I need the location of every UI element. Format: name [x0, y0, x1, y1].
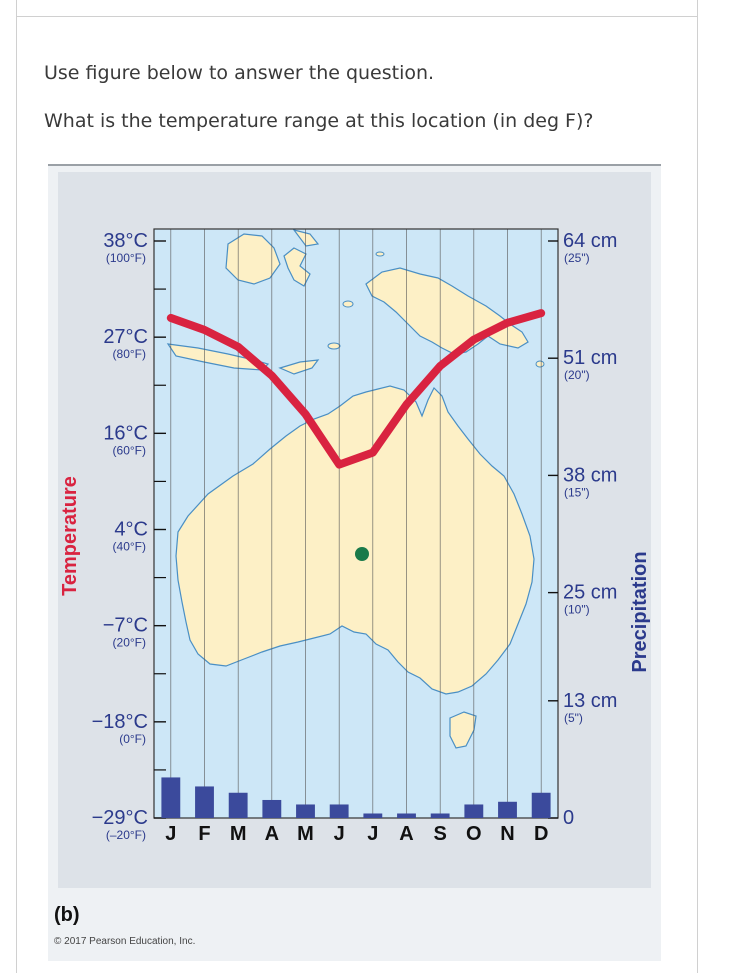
small-island — [342, 300, 354, 308]
precipitation-bars — [161, 777, 551, 818]
month-label: J — [165, 823, 176, 845]
map-area — [154, 229, 558, 818]
precipitation-bar — [531, 792, 551, 818]
small-island — [327, 342, 341, 350]
temperature-tick-label-c: −29°C — [92, 807, 148, 829]
month-label: A — [265, 823, 279, 845]
temperature-tick-label-c: −18°C — [92, 711, 148, 733]
precipitation-bar — [296, 804, 315, 818]
temperature-axis-title: Temperature — [59, 476, 81, 596]
map-border — [153, 228, 559, 819]
precipitation-tick-label-in: (10") — [564, 603, 590, 617]
card-top-border — [16, 16, 697, 17]
precipitation-bar — [430, 813, 450, 818]
month-label: N — [500, 823, 514, 845]
month-label: O — [466, 823, 482, 845]
temperature-tick-label-f: (80°F) — [113, 347, 146, 361]
precipitation-bar — [363, 813, 383, 818]
temperature-tick-label-f: (60°F) — [113, 443, 146, 457]
precipitation-bar — [195, 786, 214, 818]
month-label: J — [367, 823, 378, 845]
temperature-tick-label-f: (20°F) — [113, 636, 146, 650]
month-label: D — [534, 823, 548, 845]
precipitation-tick-label-cm: 38 cm — [563, 464, 617, 486]
month-label: M — [297, 823, 314, 845]
precipitation-tick-label-cm: 51 cm — [563, 347, 617, 369]
precipitation-tick-label-cm: 0 — [563, 807, 574, 829]
question-instruction: Use figure below to answer the question. — [44, 62, 435, 84]
panel-label: (b) — [54, 904, 80, 926]
precipitation-bar — [464, 804, 484, 818]
month-label: M — [230, 823, 247, 845]
precipitation-bar — [228, 792, 248, 818]
month-label: F — [198, 823, 210, 845]
sulawesi-island — [283, 247, 311, 287]
temperature-tick-label-f: (–20°F) — [106, 828, 146, 842]
month-label: A — [399, 823, 413, 845]
precipitation-bar — [262, 799, 282, 818]
small-island — [535, 360, 545, 368]
precipitation-bar — [161, 777, 181, 818]
temperature-tick-label-c: 27°C — [103, 326, 148, 348]
precipitation-tick-label-in: (5") — [564, 711, 583, 725]
precipitation-bar — [397, 813, 416, 818]
temperature-tick-label-c: 38°C — [103, 230, 148, 252]
month-label: S — [433, 823, 446, 845]
philippines-island — [292, 229, 320, 247]
climograph-figure: 38°C (100°F) 27°C (80°F) 16°C (60°F) 4°C (40°F)… — [48, 164, 661, 961]
temperature-tick-label-c: 16°C — [103, 422, 148, 444]
figure-top-edge — [48, 164, 661, 166]
precipitation-tick-label-cm: 64 cm — [563, 230, 617, 252]
precipitation-axis-title: Precipitation — [629, 551, 651, 672]
australia-landmass — [175, 385, 535, 695]
precipitation-bar — [498, 801, 517, 818]
month-label: J — [334, 823, 345, 845]
temperature-tick-label-f: (0°F) — [119, 732, 146, 746]
climograph-chart: 38°C(100°F) 27°C(80°F) 16°C(60°F) 4°C(40°F)… — [48, 164, 661, 961]
temperature-tick-label-f: (100°F) — [106, 251, 146, 265]
timor-island — [278, 359, 320, 375]
precipitation-tick-label-in: (25") — [564, 251, 590, 265]
precipitation-tick-label-in: (20") — [564, 368, 590, 382]
station-dot — [355, 547, 369, 561]
precipitation-tick-label-cm: 25 cm — [563, 582, 617, 604]
small-island — [375, 251, 385, 257]
precipitation-tick-label-in: (15") — [564, 485, 590, 499]
precipitation-tick-label-cm: 13 cm — [563, 690, 617, 712]
precipitation-axis: 64 cm(25") 51 cm(20") 38 cm(15") 25 cm(10")… — [548, 230, 617, 829]
temperature-tick-label-c: 4°C — [114, 519, 148, 541]
temperature-tick-label-f: (40°F) — [113, 540, 146, 554]
question-card — [16, 0, 698, 973]
tasmania-island — [449, 711, 477, 749]
temperature-line — [166, 309, 546, 469]
question-text: What is the temperature range at this lo… — [44, 110, 594, 132]
precipitation-bar — [329, 804, 349, 818]
temperature-tick-label-c: −7°C — [103, 615, 148, 637]
borneo-island — [225, 233, 281, 285]
copyright-notice: © 2017 Pearson Education, Inc. — [54, 936, 195, 947]
